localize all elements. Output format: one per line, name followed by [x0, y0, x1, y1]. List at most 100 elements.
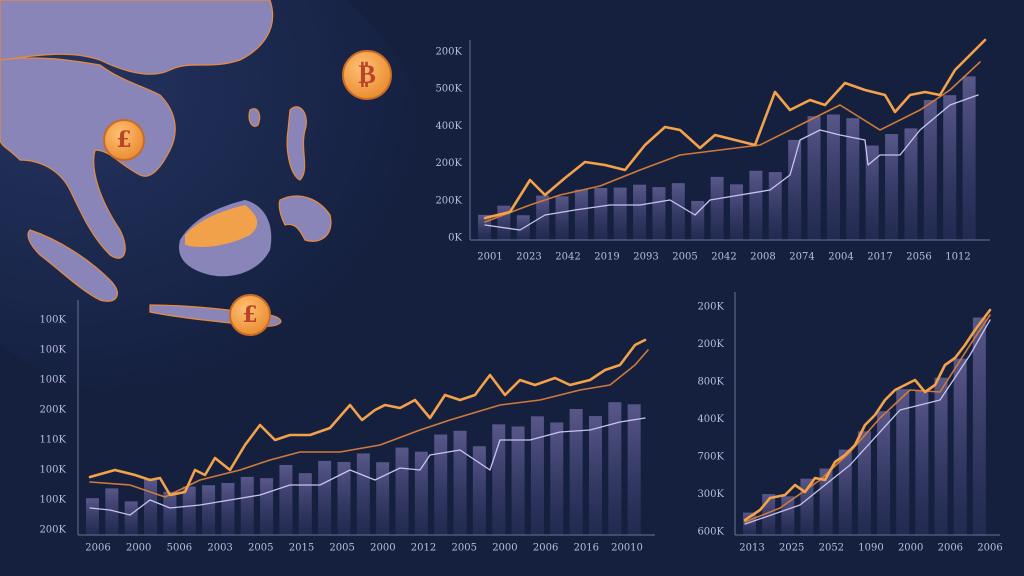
line [484, 61, 981, 223]
bar [497, 205, 511, 240]
x-tick-label: 2012 [411, 543, 436, 554]
y-tick-label: 200K [39, 525, 66, 536]
y-tick-label: 100K [39, 375, 66, 386]
bar [633, 184, 647, 240]
x-tick-label: 2005 [248, 543, 273, 554]
bar [885, 134, 899, 240]
y-tick-label: 0K [448, 233, 462, 244]
bar [472, 446, 486, 535]
land [0, 57, 176, 259]
y-tick-label: 200K [39, 405, 66, 416]
x-tick-label: 2004 [828, 252, 853, 263]
x-tick-label: 2074 [789, 252, 814, 263]
x-tick-label: 2013 [739, 543, 764, 554]
x-tick-label: 5006 [167, 543, 192, 554]
bar [943, 95, 957, 240]
bar [221, 483, 235, 535]
line [89, 417, 646, 516]
bar [691, 200, 705, 240]
bar [376, 462, 390, 535]
x-tick-label: 2017 [867, 252, 892, 263]
y-tick-label: 100K [39, 495, 66, 506]
x-tick-label: 2006 [938, 543, 963, 554]
coin-symbol: ₿ [358, 59, 376, 90]
bar [536, 195, 550, 240]
chart: 100K 100K 100K 200K 110K 100K 100K 200K 2006 2000… [39, 300, 655, 554]
bar [124, 501, 138, 535]
bar [298, 473, 312, 535]
x-tick-label: 2023 [516, 252, 541, 263]
x-tick-label: 2005 [672, 252, 697, 263]
bar [492, 424, 506, 535]
bar [865, 145, 879, 240]
chart: 200K 200K 800K 400K 700K 300K 600K 2013 2025 2052… [697, 292, 1003, 554]
bar [652, 187, 666, 240]
y-tick-label: 200K [697, 339, 724, 350]
x-tick-label: 2093 [633, 252, 658, 263]
y-tick-label: 500K [435, 84, 462, 95]
y-tick-label: 200K [435, 195, 462, 206]
x-tick-label: 2001 [477, 252, 502, 263]
bar [826, 114, 840, 240]
chart: 200K 500K 400K 200K 200K 0K 2001 2023 2042 2019 20… [435, 38, 990, 263]
bar [202, 485, 216, 535]
y-tick-label: 400K [697, 414, 724, 425]
x-tick-label: 2006 [977, 543, 1002, 554]
bar [781, 496, 795, 535]
bar [915, 389, 929, 535]
map [0, 0, 332, 327]
x-tick-label: 2016 [574, 543, 599, 554]
bar [337, 461, 351, 535]
x-tick-label: 2000 [898, 543, 923, 554]
bar [953, 358, 967, 535]
x-tick-label: 2005 [452, 543, 477, 554]
bar [318, 460, 332, 535]
coin [103, 119, 145, 161]
bar [877, 411, 891, 535]
y-tick-label: 100K [39, 345, 66, 356]
bar [904, 128, 918, 240]
bar [730, 184, 743, 240]
x-tick-label: 2042 [555, 252, 580, 263]
line [744, 319, 991, 525]
bar [962, 76, 976, 240]
land [278, 195, 332, 242]
bar [182, 486, 196, 535]
bar [594, 187, 608, 240]
x-tick-label: 20010 [611, 543, 643, 554]
x-tick-label: 2003 [207, 543, 232, 554]
y-tick-label: 200K [435, 47, 462, 58]
line [483, 38, 987, 220]
bar [279, 464, 293, 535]
bar [627, 404, 641, 535]
y-tick-label: 400K [435, 121, 462, 132]
charts: 200K 500K 400K 200K 200K 0K 2001 2023 2042 2019 20… [39, 38, 1003, 554]
x-tick-label: 2000 [492, 543, 517, 554]
coin-symbol: £ [116, 127, 131, 153]
x-tick-label: 2000 [370, 543, 395, 554]
coins: ₿ £ £ [103, 50, 392, 336]
bar [550, 422, 564, 535]
x-tick-label: 2052 [819, 543, 844, 554]
bar [857, 431, 871, 535]
bar [671, 183, 685, 240]
line [744, 314, 991, 523]
bar [511, 426, 525, 535]
bar [788, 139, 802, 240]
bar [569, 409, 583, 535]
y-tick-label: 110K [39, 435, 66, 446]
bar [896, 389, 910, 535]
bar [86, 498, 99, 535]
bar [434, 434, 448, 535]
bar [395, 447, 409, 535]
bar [923, 99, 937, 240]
x-tick-label: 2056 [906, 252, 931, 263]
x-tick-label: 2006 [533, 543, 558, 554]
bar [240, 476, 254, 535]
bar [749, 170, 763, 240]
y-tick-label: 100K [39, 315, 66, 326]
line [743, 308, 992, 522]
land [248, 108, 261, 127]
x-tick-label: 1012 [945, 252, 970, 263]
